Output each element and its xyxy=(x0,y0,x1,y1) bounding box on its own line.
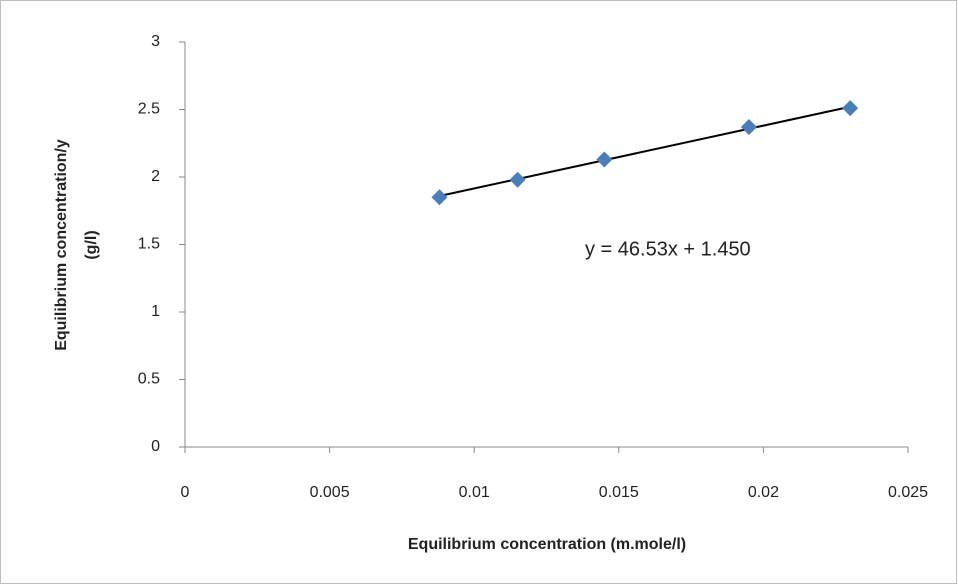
y-axis-label: Equilibrium concentration/y xyxy=(53,139,70,351)
trendline-equation: y = 46.53x + 1.450 xyxy=(585,238,751,260)
y-tick-label: 0.5 xyxy=(138,371,160,388)
data-point xyxy=(842,100,859,117)
x-tick-label: 0 xyxy=(181,484,190,501)
x-tick-label: 0.02 xyxy=(748,484,779,501)
y-tick-label: 1.5 xyxy=(138,236,160,253)
y-tick-label: 2.5 xyxy=(138,101,160,118)
x-tick-label: 0.01 xyxy=(459,484,490,501)
y-tick-label: 3 xyxy=(151,33,160,50)
x-tick-label: 0.025 xyxy=(888,484,928,501)
data-point xyxy=(431,189,448,206)
y-tick-label: 1 xyxy=(151,303,160,320)
data-point xyxy=(509,171,526,188)
x-axis-label: Equilibrium concentration (m.mole/l) xyxy=(408,536,686,553)
data-point xyxy=(740,119,757,136)
y-tick-label: 0 xyxy=(151,438,160,455)
y-tick-label: 2 xyxy=(151,168,160,185)
x-tick-label: 0.015 xyxy=(599,484,639,501)
data-point xyxy=(596,151,613,168)
trendline xyxy=(439,105,851,197)
x-tick-label: 0.005 xyxy=(310,484,350,501)
y-axis-label: (g/l) xyxy=(83,230,100,259)
